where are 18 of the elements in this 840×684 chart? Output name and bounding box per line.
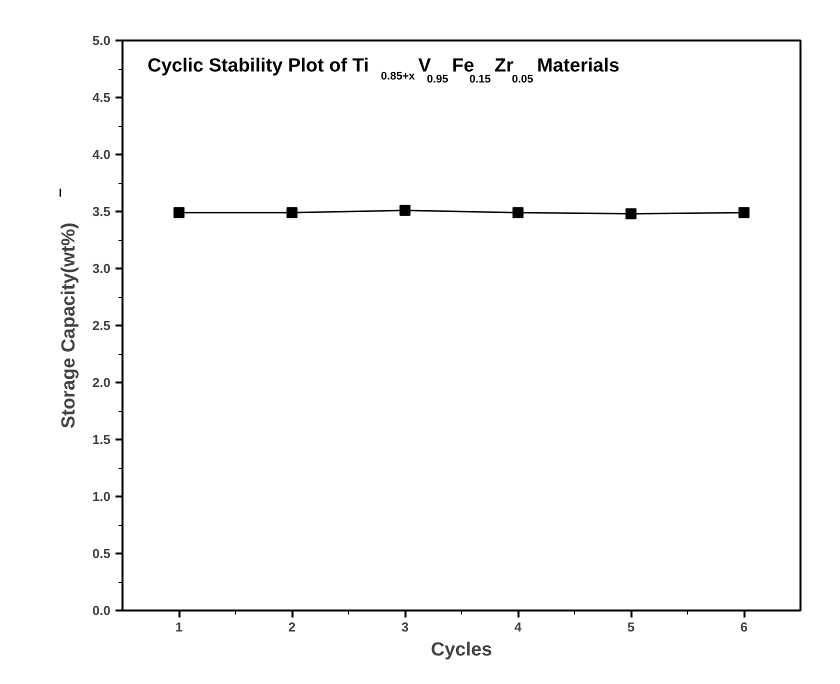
x-tick-label: 3 (401, 620, 409, 634)
x-axis-title: Cycles (430, 640, 492, 660)
y-tick-label: 3.0 (92, 261, 111, 276)
y-tick-label: 2.5 (92, 318, 111, 333)
y-tick-label: 4.5 (92, 90, 111, 105)
y-tick-label: 0.5 (92, 546, 111, 561)
x-tick-label: 5 (627, 620, 635, 634)
y-tick-label: 1.0 (92, 489, 111, 504)
y-tick-label: 3.5 (92, 204, 111, 219)
x-tick-label: 1 (175, 620, 183, 634)
y-tick-label: 1.5 (92, 432, 111, 447)
y-tick-label: 4.0 (92, 147, 111, 162)
x-tick-label: 2 (288, 620, 296, 634)
x-tick-label: 4 (514, 620, 522, 634)
y-tick-label: 0.0 (92, 603, 111, 618)
y-tick-label: 2.0 (92, 375, 111, 390)
y-tick-label: 5.0 (92, 33, 111, 48)
x-tick-label: 6 (740, 620, 748, 634)
